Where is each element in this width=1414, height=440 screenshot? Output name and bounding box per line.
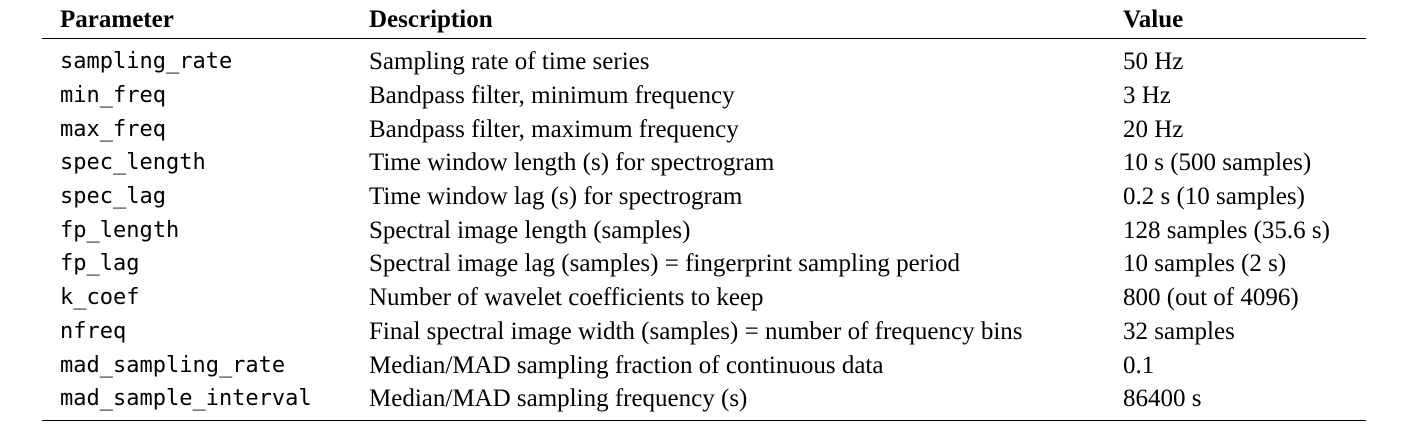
description-cell: Time window length (s) for spectrogram: [369, 149, 775, 177]
description-cell: Median/MAD sampling fraction of continuo…: [369, 351, 884, 379]
parameter-cell: mad_sample_interval: [42, 381, 369, 421]
description-cell: Spectral image lag (samples) = fingerpri…: [369, 250, 961, 278]
table-row: mad_sampling_rate Median/MAD sampling fr…: [42, 348, 1366, 382]
parameter-cell: fp_length: [60, 217, 180, 243]
description-cell: Sampling rate of time series: [369, 48, 650, 76]
value-cell: 50 Hz: [1123, 48, 1184, 76]
table-row: sampling_rate Sampling rate of time seri…: [42, 39, 1366, 79]
description-cell: Final spectral image width (samples) = n…: [369, 317, 1023, 345]
parameter-cell: k_coef: [60, 285, 140, 311]
table-row: k_coef Number of wavelet coefficients to…: [42, 281, 1366, 315]
value-cell: 10 s (500 samples): [1123, 149, 1312, 177]
value-cell: 32 samples: [1123, 317, 1235, 345]
value-cell: 0.1: [1123, 351, 1155, 379]
table-row: nfreq Final spectral image width (sample…: [42, 315, 1366, 349]
parameter-cell: max_freq: [60, 116, 166, 142]
table-row: mad_sample_interval Median/MAD sampling …: [42, 381, 1366, 421]
description-cell: Number of wavelet coefficients to keep: [369, 284, 764, 312]
table-row: fp_lag Spectral image lag (samples) = fi…: [42, 247, 1366, 281]
description-cell: Spectral image length (samples): [369, 216, 691, 244]
description-cell: Bandpass filter, maximum frequency: [369, 115, 739, 143]
parameter-cell: sampling_rate: [60, 49, 233, 75]
parameter-cell: min_freq: [60, 83, 166, 109]
value-cell: 86400 s: [1123, 381, 1366, 421]
table-row: fp_length Spectral image length (samples…: [42, 213, 1366, 247]
value-cell: 3 Hz: [1123, 82, 1171, 110]
parameter-table: Parameter Description Value sampling_rat…: [42, 0, 1366, 421]
header-row: Parameter Description Value: [42, 0, 1366, 39]
description-cell: Bandpass filter, minimum frequency: [369, 82, 735, 110]
value-cell: 800 (out of 4096): [1123, 284, 1299, 312]
description-cell: Time window lag (s) for spectrogram: [369, 183, 743, 211]
parameter-table-container: Parameter Description Value sampling_rat…: [42, 0, 1366, 421]
description-cell: Median/MAD sampling frequency (s): [369, 381, 1123, 421]
parameter-cell: nfreq: [60, 318, 127, 344]
table-row: spec_length Time window length (s) for s…: [42, 146, 1366, 180]
value-cell: 20 Hz: [1123, 115, 1184, 143]
parameter-cell: spec_length: [60, 150, 206, 176]
parameter-cell: spec_lag: [60, 184, 166, 210]
table-row: spec_lag Time window lag (s) for spectro…: [42, 180, 1366, 214]
header-description: Description: [369, 0, 1123, 39]
header-parameter: Parameter: [42, 0, 369, 39]
parameter-cell: mad_sampling_rate: [60, 352, 286, 378]
value-cell: 128 samples (35.6 s): [1123, 216, 1330, 244]
table-row: max_freq Bandpass filter, maximum freque…: [42, 112, 1366, 146]
parameter-cell: fp_lag: [60, 251, 140, 277]
header-value: Value: [1123, 0, 1366, 39]
value-cell: 0.2 s (10 samples): [1123, 183, 1305, 211]
value-cell: 10 samples (2 s): [1123, 250, 1287, 278]
table-row: min_freq Bandpass filter, minimum freque…: [42, 79, 1366, 113]
